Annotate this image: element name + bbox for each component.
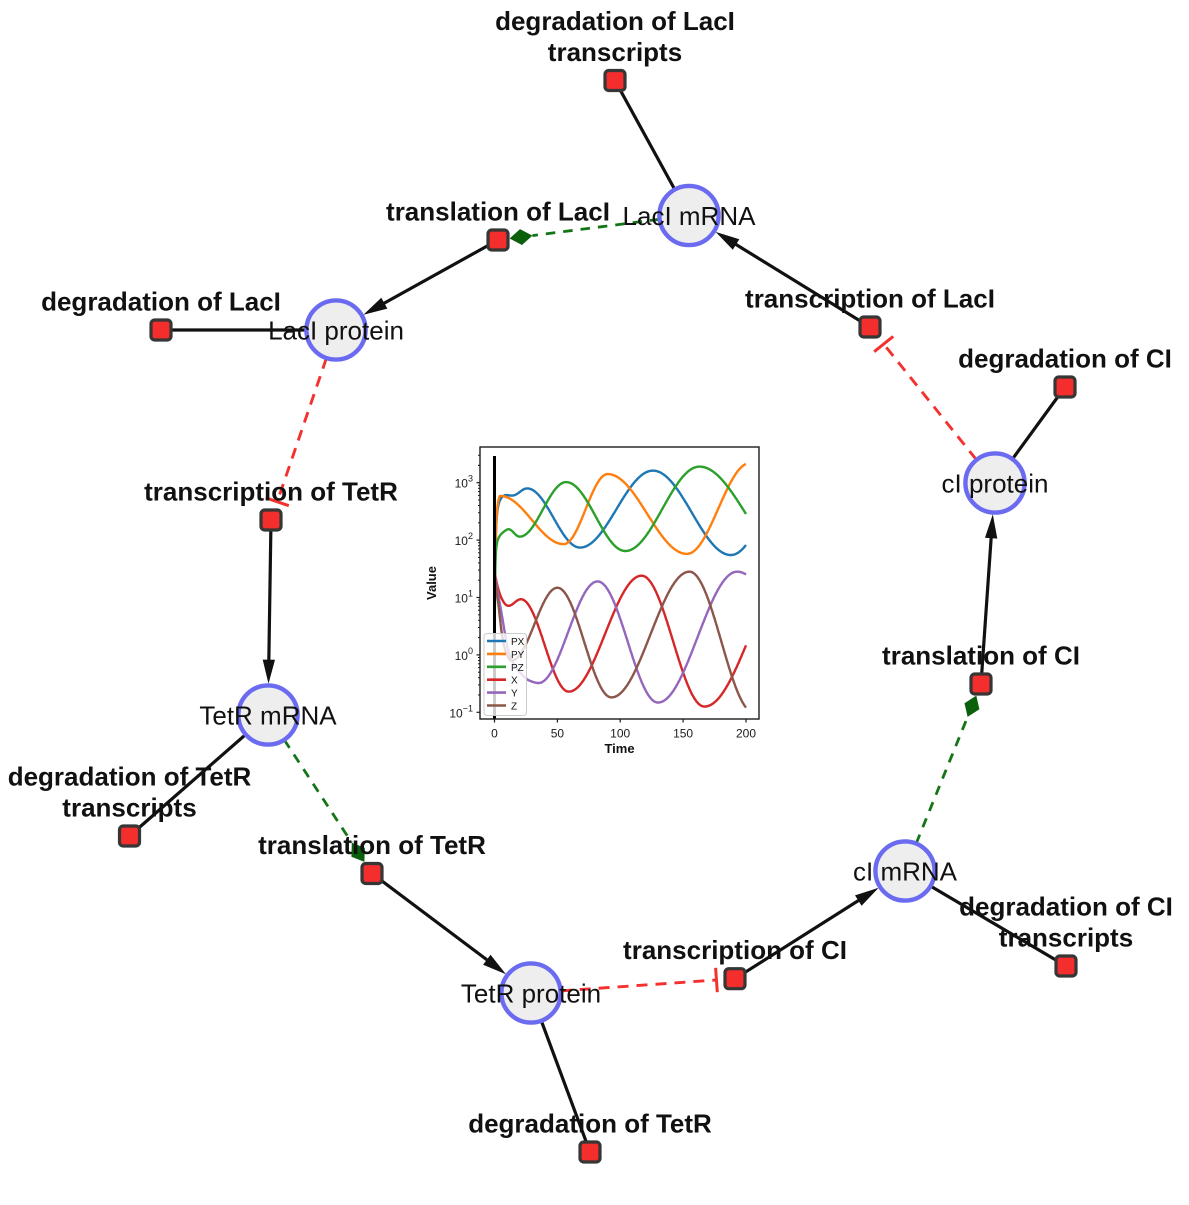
svg-text:degradation of LacI: degradation of LacI xyxy=(41,286,281,316)
svg-text:Z: Z xyxy=(511,702,517,713)
svg-text:200: 200 xyxy=(736,726,756,740)
svg-text:transcription of TetR: transcription of TetR xyxy=(144,476,398,506)
svg-text:translation of TetR: translation of TetR xyxy=(258,830,486,860)
svg-text:Value: Value xyxy=(424,566,439,600)
svg-text:PY: PY xyxy=(511,650,525,661)
svg-text:TetR mRNA: TetR mRNA xyxy=(199,701,337,731)
svg-text:LacI mRNA: LacI mRNA xyxy=(623,201,757,231)
svg-text:PX: PX xyxy=(511,637,525,648)
svg-text:transcripts: transcripts xyxy=(999,922,1133,952)
svg-text:transcripts: transcripts xyxy=(548,37,682,67)
svg-text:50: 50 xyxy=(551,726,565,740)
svg-text:transcripts: transcripts xyxy=(62,792,196,822)
svg-text:degradation of CI: degradation of CI xyxy=(959,891,1173,921)
svg-text:degradation of TetR: degradation of TetR xyxy=(8,761,252,791)
svg-text:X: X xyxy=(511,676,518,687)
svg-text:Y: Y xyxy=(511,689,518,700)
svg-text:transcription of LacI: transcription of LacI xyxy=(745,283,995,313)
svg-text:degradation of LacI: degradation of LacI xyxy=(495,6,735,36)
svg-text:Time: Time xyxy=(604,741,634,756)
svg-text:150: 150 xyxy=(673,726,693,740)
svg-text:TetR protein: TetR protein xyxy=(461,979,601,1009)
svg-text:transcription of CI: transcription of CI xyxy=(623,935,847,965)
svg-text:PZ: PZ xyxy=(511,663,524,674)
svg-text:degradation of TetR: degradation of TetR xyxy=(468,1108,712,1138)
svg-text:translation of LacI: translation of LacI xyxy=(386,196,610,226)
svg-text:LacI protein: LacI protein xyxy=(268,316,404,346)
svg-text:translation of CI: translation of CI xyxy=(882,640,1080,670)
svg-text:cI protein: cI protein xyxy=(942,469,1049,499)
svg-text:cI mRNA: cI mRNA xyxy=(853,857,958,887)
svg-text:degradation of CI: degradation of CI xyxy=(958,343,1172,373)
svg-text:100: 100 xyxy=(610,726,630,740)
svg-text:0: 0 xyxy=(491,726,498,740)
